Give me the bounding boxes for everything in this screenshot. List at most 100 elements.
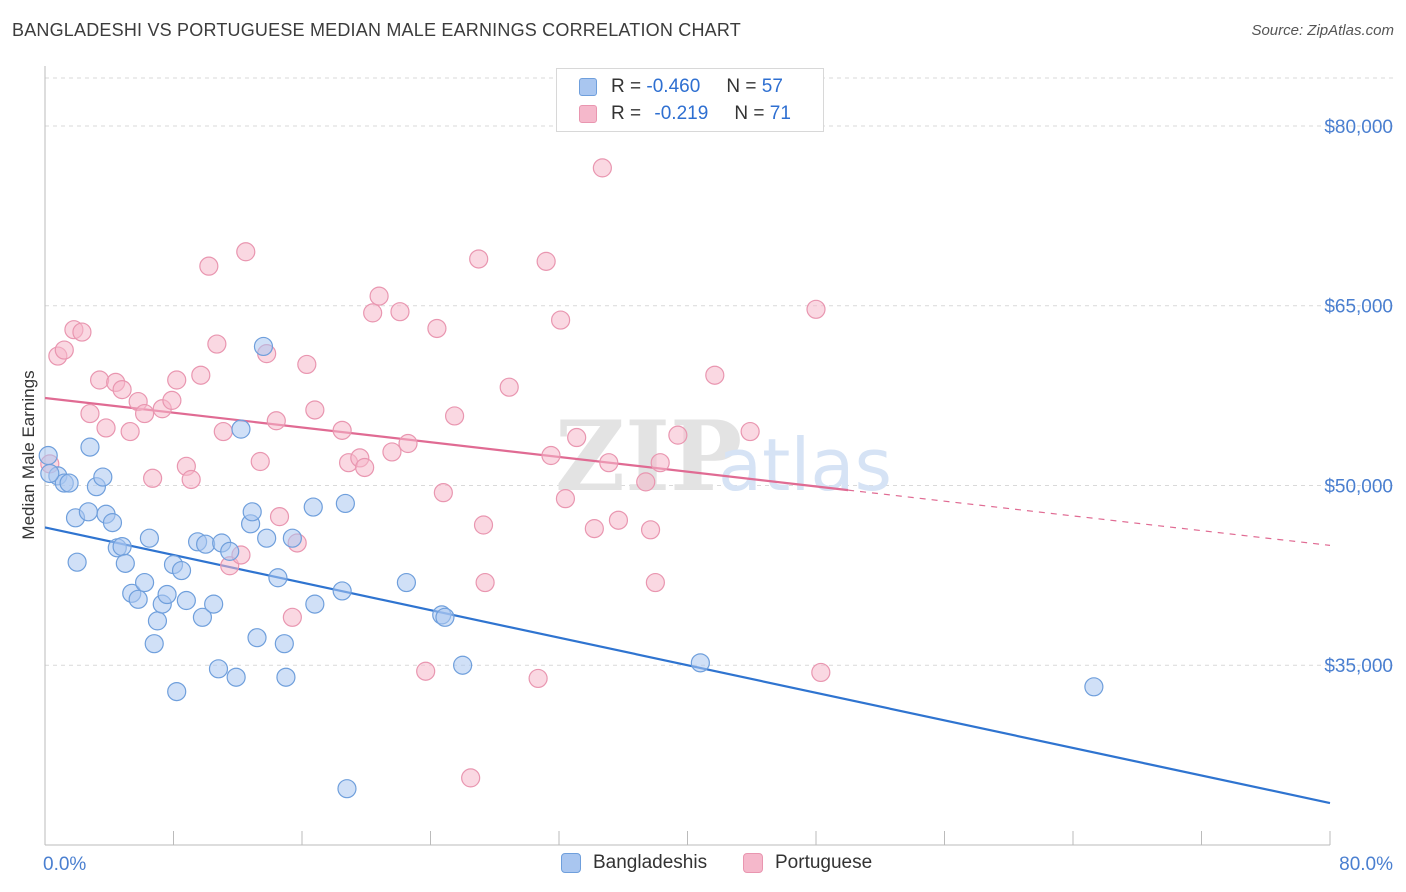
bangladeshis-point bbox=[171, 560, 192, 581]
bangladeshis-point bbox=[257, 528, 277, 548]
portuguese-point bbox=[536, 251, 556, 271]
chart-title: BANGLADESHI VS PORTUGUESE MEDIAN MALE EA… bbox=[12, 20, 741, 40]
tick-labels: $35,000 $50,000 $65,000 $80,000 0.0% 80.0% bbox=[43, 117, 1393, 875]
legend-swatch-blue bbox=[561, 853, 581, 873]
portuguese-point bbox=[390, 302, 410, 322]
bangladeshis-point bbox=[253, 336, 274, 357]
bangladeshis-point bbox=[435, 607, 455, 627]
portuguese-point bbox=[636, 472, 656, 492]
portuguese-point bbox=[461, 768, 481, 788]
bangladeshis-point bbox=[67, 552, 87, 572]
portuguese-point bbox=[250, 451, 270, 472]
bangladeshis-point bbox=[40, 463, 60, 484]
legend-r-label: R = bbox=[611, 76, 642, 97]
portuguese-point bbox=[584, 519, 604, 539]
bangladeshis-point bbox=[144, 634, 164, 654]
bangladeshis-point bbox=[139, 528, 160, 548]
bangladeshis-point bbox=[274, 634, 294, 654]
bangladeshis-point bbox=[80, 437, 100, 457]
bangladeshis-point bbox=[208, 659, 229, 679]
portuguese-point bbox=[269, 507, 290, 527]
legend-label-bangladeshis: Bangladeshis bbox=[593, 852, 708, 873]
legend-r-value: -0.460 bbox=[646, 76, 701, 97]
portuguese-point bbox=[96, 418, 116, 438]
bangladeshis-point bbox=[38, 445, 58, 466]
bangladeshis-point bbox=[690, 653, 710, 673]
portuguese-trend-dashed bbox=[848, 489, 1331, 546]
bangladeshis-point bbox=[147, 611, 168, 631]
portuguese-point bbox=[191, 365, 211, 385]
bangladeshis-point bbox=[204, 594, 224, 614]
portuguese-point bbox=[90, 370, 110, 390]
bangladeshis-point bbox=[220, 541, 240, 561]
portuguese-point bbox=[167, 370, 187, 390]
y-tick-label: $80,000 bbox=[1324, 117, 1393, 138]
portuguese-point bbox=[469, 249, 489, 269]
trend-lines bbox=[44, 396, 1331, 805]
portuguese-point bbox=[369, 286, 389, 306]
portuguese-point bbox=[599, 453, 619, 473]
portuguese-point bbox=[555, 489, 576, 509]
portuguese-point bbox=[567, 427, 587, 448]
portuguese-point bbox=[112, 379, 132, 400]
y-tick-label: $35,000 bbox=[1324, 656, 1393, 677]
watermark-zip: ZIP bbox=[555, 400, 742, 513]
portuguese-point bbox=[740, 421, 760, 442]
bangladeshis-point bbox=[226, 667, 246, 687]
portuguese-point bbox=[433, 483, 453, 503]
portuguese-point bbox=[811, 662, 831, 683]
portuguese-point bbox=[54, 340, 74, 360]
correlation-legend: R = -0.460 N = 57 R = -0.219 N = 71 bbox=[556, 68, 824, 132]
portuguese-point bbox=[266, 411, 286, 431]
bangladeshis-point bbox=[268, 568, 288, 588]
legend-n-value: 71 bbox=[769, 103, 791, 124]
bangladeshis-point bbox=[1084, 677, 1104, 697]
bangladeshis-point bbox=[305, 594, 325, 614]
bangladeshis-point bbox=[167, 681, 187, 702]
portuguese-point bbox=[72, 322, 92, 342]
bangladeshis-point bbox=[303, 497, 323, 517]
legend-item-portuguese: Portuguese bbox=[743, 852, 872, 874]
portuguese-point bbox=[551, 310, 571, 330]
portuguese-point bbox=[499, 377, 519, 397]
legend-item-bangladeshis: Bangladeshis bbox=[561, 852, 707, 874]
portuguese-point bbox=[143, 468, 163, 488]
portuguese-point bbox=[382, 442, 402, 462]
source-label: Source: ZipAtlas.com bbox=[1251, 22, 1394, 39]
bangladeshis-point bbox=[176, 590, 196, 611]
bangladeshis-point bbox=[93, 467, 113, 487]
bangladeshis-point bbox=[231, 419, 251, 439]
portuguese-point bbox=[236, 242, 256, 262]
y-tick-label: $65,000 bbox=[1324, 297, 1393, 318]
legend-n-label: N = bbox=[734, 103, 765, 124]
bangladeshis-point bbox=[115, 553, 135, 573]
bangladeshis-point bbox=[335, 493, 355, 514]
bangladeshis-point bbox=[337, 779, 357, 799]
portuguese-point bbox=[541, 445, 561, 466]
portuguese-point bbox=[134, 403, 155, 424]
y-tick-label: $50,000 bbox=[1324, 476, 1393, 497]
portuguese-point bbox=[162, 390, 182, 410]
portuguese-point bbox=[120, 421, 140, 442]
bangladeshis-point bbox=[78, 502, 98, 522]
bangladeshis-point bbox=[247, 628, 267, 648]
legend-row-portuguese: R = -0.219 N = 71 bbox=[579, 102, 791, 126]
bangladeshis-point bbox=[59, 473, 79, 493]
portuguese-trend-line bbox=[44, 396, 849, 492]
portuguese-point bbox=[416, 661, 436, 681]
legend-row-bangladeshis: R = -0.460 N = 57 bbox=[579, 75, 783, 99]
portuguese-point bbox=[475, 572, 495, 593]
legend-swatch-pink bbox=[743, 853, 763, 873]
portuguese-point bbox=[473, 515, 494, 535]
portuguese-point bbox=[80, 403, 100, 424]
bangladeshis-point bbox=[282, 528, 302, 548]
portuguese-point bbox=[668, 425, 688, 445]
bangladeshis-point bbox=[332, 581, 352, 601]
portuguese-point bbox=[207, 334, 227, 354]
portuguese-point bbox=[363, 303, 383, 323]
bangladeshis-point bbox=[276, 667, 296, 687]
bangladeshis-point bbox=[396, 572, 417, 593]
y-axis-label: Median Male Earnings bbox=[19, 370, 38, 539]
legend-swatch-blue bbox=[579, 78, 597, 96]
portuguese-point bbox=[297, 354, 317, 375]
